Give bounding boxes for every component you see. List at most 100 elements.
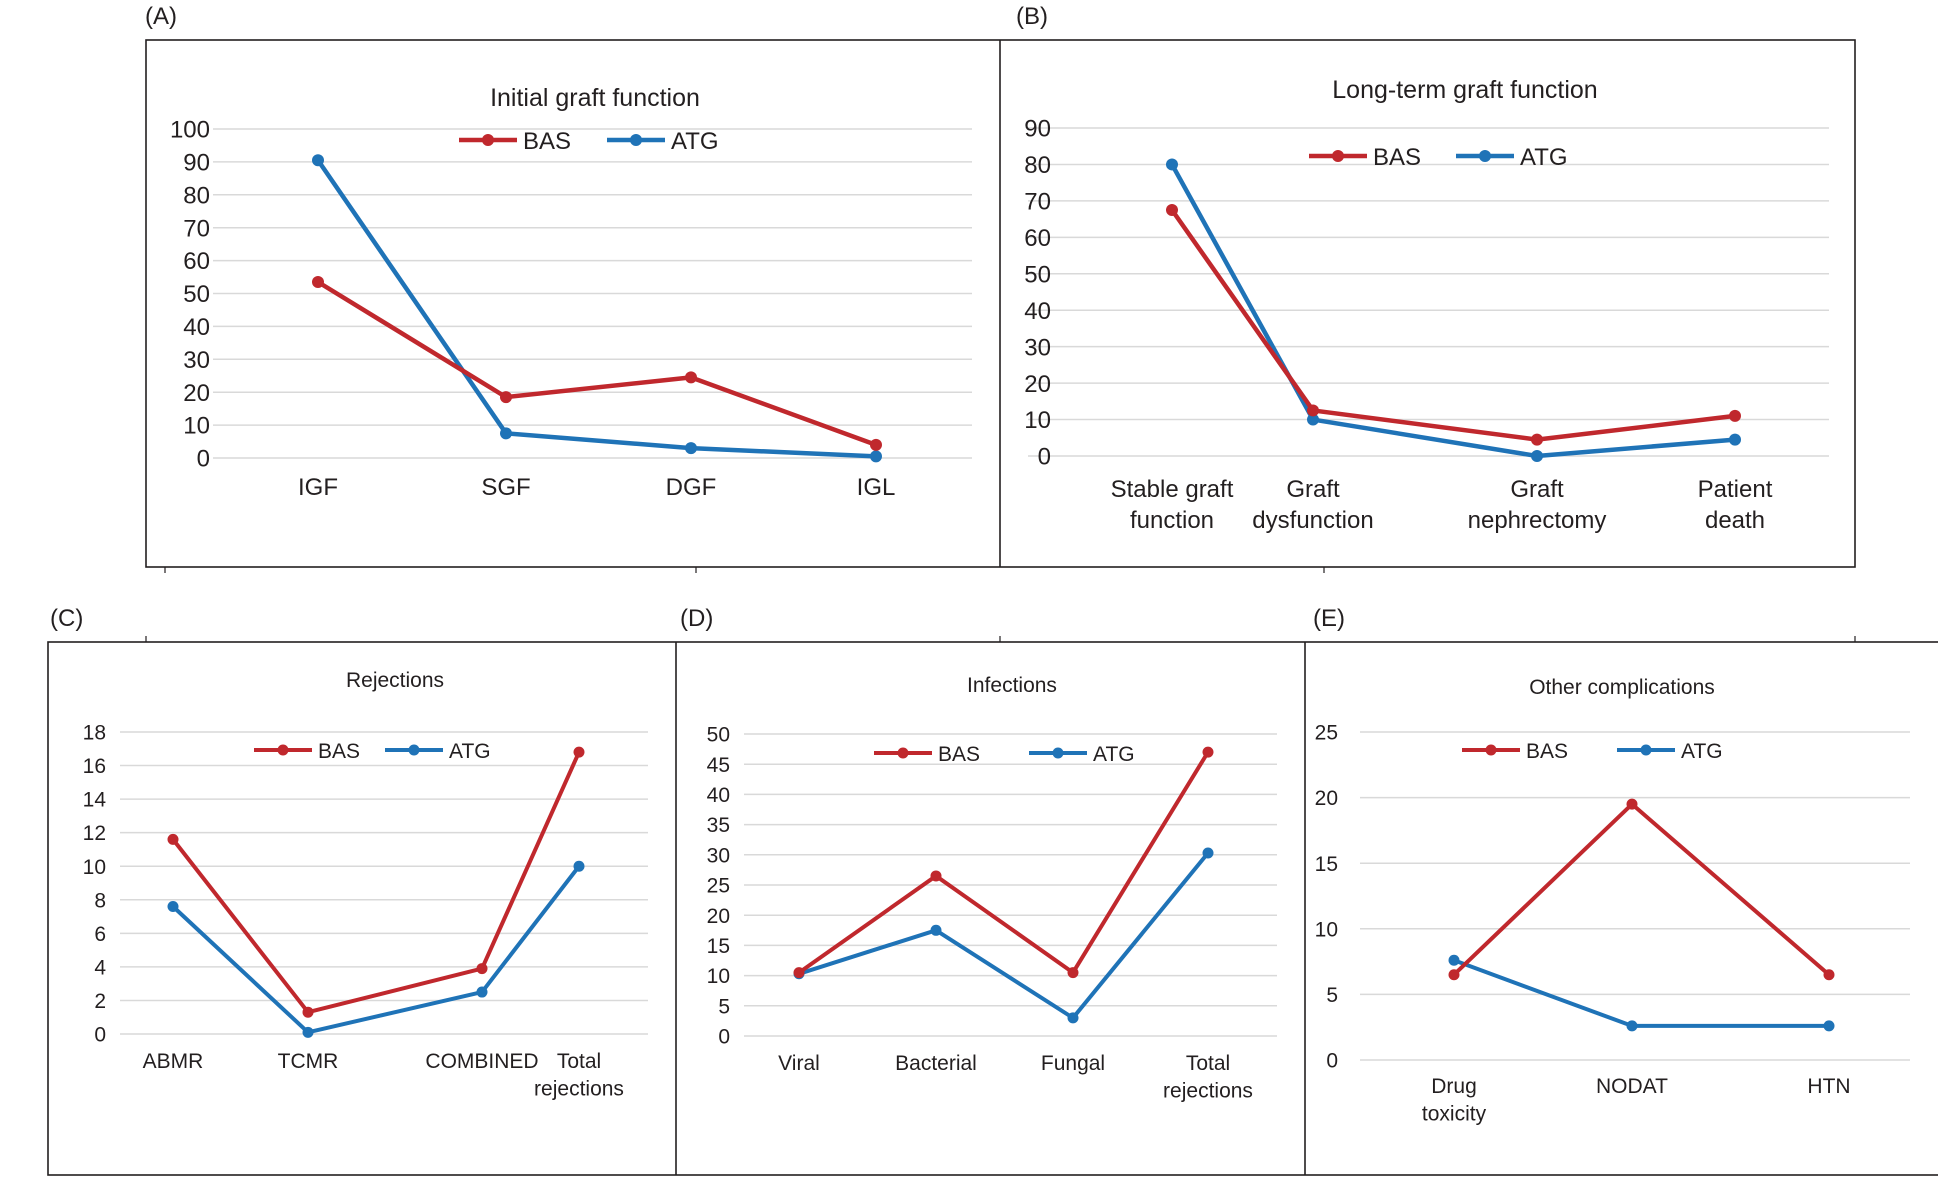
y-tick-label: 10	[1024, 407, 1051, 434]
y-tick-label: 18	[83, 722, 106, 745]
y-tick-label: 90	[183, 150, 210, 177]
y-tick-label: 80	[183, 182, 210, 209]
y-tick-label: 12	[83, 822, 106, 845]
y-tick-label: 40	[183, 314, 210, 341]
y-tick-label: 0	[1326, 1050, 1338, 1073]
x-tick-label: DGF	[666, 474, 717, 501]
y-tick-label: 20	[707, 905, 730, 928]
x-tick-label-line: Stable graft	[1111, 476, 1234, 503]
chart-title: Infections	[967, 674, 1057, 697]
y-tick-label: 0	[94, 1024, 106, 1047]
data-point-bas	[930, 870, 942, 882]
data-point-bas	[793, 967, 805, 979]
data-point-atg	[685, 442, 697, 455]
data-point-bas	[1729, 409, 1741, 422]
y-tick-label: 20	[1024, 371, 1051, 398]
y-tick-label: 8	[94, 889, 106, 912]
x-tick-label: Graft nephrectomy	[1468, 476, 1607, 534]
x-tick-label-line: Total	[557, 1050, 601, 1073]
panel-label: (C)	[50, 605, 83, 632]
y-tick-label: 70	[183, 215, 210, 242]
x-tick-label: SGF	[481, 474, 530, 501]
y-tick-label: 4	[94, 956, 106, 979]
chart-panel-2: (B) Long-term graft function 0 10 20 30 40 50 60…	[1016, 3, 1829, 534]
legend-marker	[1332, 150, 1344, 162]
x-tick-label-line: Graft	[1286, 476, 1340, 503]
x-tick-label: COMBINED	[425, 1050, 538, 1073]
legend-marker	[1640, 744, 1652, 756]
legend-item-atg: ATG	[1617, 740, 1723, 763]
data-point-atg	[167, 900, 179, 912]
x-tick-label-line: NODAT	[1596, 1075, 1668, 1098]
x-tick-label: Viral	[778, 1052, 820, 1075]
y-tick-label: 10	[707, 965, 730, 988]
data-point-bas	[302, 1006, 314, 1018]
legend-item-atg: ATG	[607, 128, 719, 155]
y-tick-label: 80	[1024, 152, 1051, 179]
legend-label: ATG	[1520, 144, 1568, 171]
x-tick-label: Drug toxicity	[1422, 1075, 1487, 1125]
x-tick-label-line: IGF	[298, 474, 338, 501]
data-point-bas	[1448, 969, 1460, 981]
y-tick-label: 50	[707, 724, 730, 747]
x-tick-label: Fungal	[1041, 1052, 1105, 1075]
x-tick-label: IGL	[857, 474, 896, 501]
y-tick-label: 40	[1024, 298, 1051, 325]
x-tick-label-line: Graft	[1510, 476, 1564, 503]
y-tick-label: 40	[707, 784, 730, 807]
legend-marker	[630, 134, 642, 146]
data-point-bas	[1202, 746, 1214, 758]
y-tick-label: 60	[183, 248, 210, 275]
data-point-atg	[1448, 954, 1460, 966]
x-tick-label-line: Patient	[1698, 476, 1773, 503]
x-tick-label-line: dysfunction	[1252, 507, 1373, 534]
y-tick-label: 30	[183, 347, 210, 374]
data-point-bas	[167, 833, 179, 845]
y-tick-label: 0	[197, 446, 210, 473]
x-tick-label: IGF	[298, 474, 338, 501]
legend-label: BAS	[1526, 740, 1568, 763]
data-point-atg	[1729, 433, 1741, 446]
y-tick-label: 16	[83, 755, 106, 778]
y-tick-label: 15	[1315, 853, 1338, 876]
legend-item-atg: ATG	[1456, 144, 1568, 171]
legend-label: ATG	[449, 740, 491, 763]
y-tick-label: 2	[94, 990, 106, 1013]
x-tick-label: Patient death	[1698, 476, 1773, 534]
data-point-atg	[1626, 1020, 1638, 1032]
y-tick-label: 60	[1024, 225, 1051, 252]
legend-item-atg: ATG	[1029, 743, 1135, 766]
chart-panel-1: (A) Initial graft function 0 10 20 30 40 50 60 70…	[145, 3, 972, 501]
legend-marker	[1479, 150, 1491, 162]
y-tick-label: 30	[1024, 334, 1051, 361]
series-line-bas	[171, 750, 581, 1015]
series-line-bas	[1452, 802, 1831, 977]
y-tick-label: 10	[183, 413, 210, 440]
chart-title: Long-term graft function	[1332, 76, 1597, 104]
y-tick-label: 35	[707, 814, 730, 837]
legend-item-bas: BAS	[1309, 144, 1421, 171]
data-point-atg	[500, 427, 512, 440]
data-point-bas	[685, 371, 697, 384]
legend-marker	[408, 744, 420, 756]
y-tick-label: 5	[1326, 984, 1338, 1007]
x-tick-label: Graft dysfunction	[1252, 476, 1373, 534]
legend-item-atg: ATG	[385, 740, 491, 763]
x-tick-label: HTN	[1807, 1075, 1850, 1098]
data-point-atg	[1531, 450, 1543, 462]
panel-label: (B)	[1016, 3, 1048, 30]
legend-marker	[1052, 747, 1064, 759]
legend-label: BAS	[523, 128, 571, 155]
legend-item-bas: BAS	[874, 743, 980, 766]
x-tick-label-line: TCMR	[278, 1050, 339, 1073]
y-tick-label: 25	[1315, 722, 1338, 745]
series-line-bas	[1169, 207, 1738, 442]
x-tick-label-line: Fungal	[1041, 1052, 1105, 1075]
x-tick-label-line: toxicity	[1422, 1102, 1487, 1125]
x-tick-label: Total rejections	[1163, 1052, 1253, 1102]
data-point-bas	[312, 275, 324, 288]
legend-marker	[897, 747, 909, 759]
x-tick-label-line: Bacterial	[895, 1052, 977, 1075]
y-tick-label: 5	[718, 995, 730, 1018]
series-line-atg	[171, 864, 581, 1035]
